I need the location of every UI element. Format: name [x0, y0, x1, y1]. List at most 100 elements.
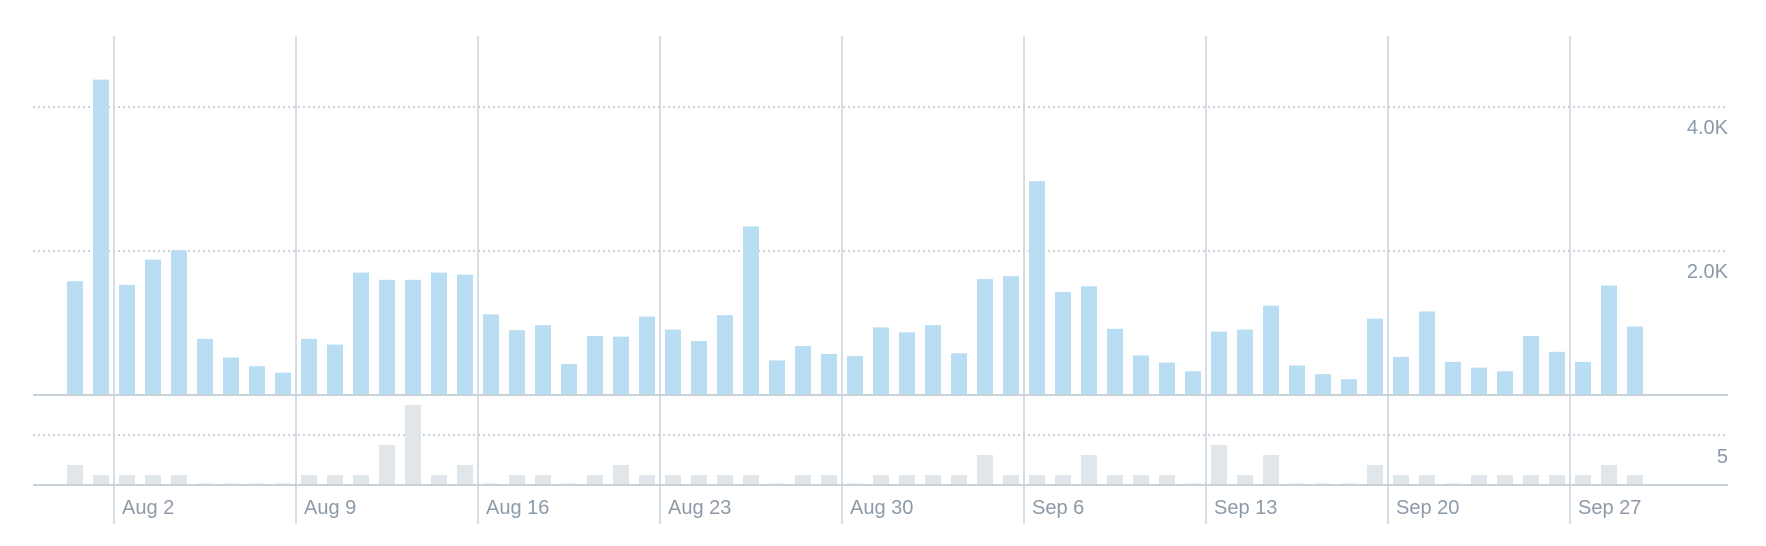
secondary-bar: [691, 475, 707, 485]
secondary-bar: [171, 475, 187, 485]
secondary-bar: [1211, 445, 1227, 485]
secondary-bar: [405, 405, 421, 485]
main-bar: [587, 335, 603, 395]
secondary-bar: [431, 475, 447, 485]
secondary-bar: [457, 465, 473, 485]
secondary-bar: [665, 475, 681, 485]
secondary-bar: [67, 465, 83, 485]
main-bar: [1393, 356, 1409, 395]
main-bar: [1029, 181, 1045, 395]
main-bar: [1341, 379, 1357, 395]
secondary-bar: [379, 445, 395, 485]
secondary-bar: [1601, 465, 1617, 485]
main-bar: [717, 315, 733, 395]
main-bar: [1107, 328, 1123, 395]
main-bar: [1445, 361, 1461, 395]
y-tick-label-secondary: 5: [1717, 446, 1728, 468]
secondary-bar: [743, 475, 759, 485]
secondary-bar: [925, 475, 941, 485]
main-bar: [951, 353, 967, 395]
main-bar: [1289, 365, 1305, 395]
main-bar: [795, 346, 811, 395]
main-bar: [977, 279, 993, 395]
main-bar: [1471, 367, 1487, 395]
main-bar: [535, 325, 551, 395]
y-tick-label-main: 2.0K: [1687, 261, 1729, 283]
x-tick-label: Sep 20: [1396, 497, 1459, 519]
main-bar: [639, 316, 655, 395]
secondary-bar: [1419, 475, 1435, 485]
main-bar: [1055, 292, 1071, 395]
main-bar: [873, 327, 889, 395]
main-bar: [613, 336, 629, 395]
main-bar: [1549, 351, 1565, 395]
secondary-bar: [899, 475, 915, 485]
main-bar: [1627, 326, 1643, 395]
secondary-bar: [1081, 455, 1097, 485]
main-bar: [561, 364, 577, 395]
main-bar: [1081, 286, 1097, 395]
secondary-bar: [1523, 475, 1539, 485]
secondary-bar: [613, 465, 629, 485]
secondary-bar: [1627, 475, 1643, 485]
main-bar: [1211, 331, 1227, 395]
x-tick-label: Sep 6: [1032, 497, 1084, 519]
main-bar: [145, 259, 161, 395]
main-bar: [769, 360, 785, 395]
main-bar: [1315, 374, 1331, 395]
main-bar: [301, 338, 317, 395]
y-tick-label-main: 4.0K: [1687, 117, 1729, 139]
main-bar: [1237, 329, 1253, 395]
secondary-bar: [1107, 475, 1123, 485]
x-tick-label: Aug 9: [304, 497, 356, 519]
secondary-bar: [1575, 475, 1591, 485]
main-bar: [275, 372, 291, 395]
secondary-bar: [509, 475, 525, 485]
main-bar: [1003, 276, 1019, 395]
main-bar: [223, 357, 239, 395]
main-bar: [847, 356, 863, 395]
secondary-bar: [1497, 475, 1513, 485]
main-bar: [743, 226, 759, 395]
secondary-bar: [93, 475, 109, 485]
secondary-bar: [795, 475, 811, 485]
main-bar: [1185, 371, 1201, 395]
main-bar: [483, 314, 499, 395]
main-bar: [665, 329, 681, 395]
x-tick-label: Aug 16: [486, 497, 549, 519]
main-bar: [821, 353, 837, 395]
x-tick-label: Aug 30: [850, 497, 913, 519]
secondary-bar: [1471, 475, 1487, 485]
x-tick-label: Aug 23: [668, 497, 731, 519]
main-bar: [379, 279, 395, 395]
secondary-bar: [1549, 475, 1565, 485]
secondary-bar: [353, 475, 369, 485]
main-bar: [405, 279, 421, 395]
secondary-bar: [821, 475, 837, 485]
main-bar: [1575, 361, 1591, 395]
x-tick-label: Sep 13: [1214, 497, 1277, 519]
main-bar: [327, 344, 343, 395]
main-bar: [1367, 318, 1383, 395]
main-bar: [899, 332, 915, 395]
main-bar: [457, 274, 473, 395]
secondary-bar: [1003, 475, 1019, 485]
main-bar: [1601, 285, 1617, 395]
secondary-bar: [535, 475, 551, 485]
secondary-bar: [1263, 455, 1279, 485]
secondary-bar: [145, 475, 161, 485]
secondary-bar: [1133, 475, 1149, 485]
secondary-bar: [1055, 475, 1071, 485]
secondary-bar: [639, 475, 655, 485]
main-bar: [249, 366, 265, 395]
main-bar: [93, 79, 109, 395]
main-bar: [925, 325, 941, 395]
main-bar: [119, 284, 135, 395]
secondary-bar: [1159, 475, 1175, 485]
secondary-bar: [951, 475, 967, 485]
secondary-bar: [327, 475, 343, 485]
secondary-bar: [301, 475, 317, 485]
secondary-bar: [717, 475, 733, 485]
